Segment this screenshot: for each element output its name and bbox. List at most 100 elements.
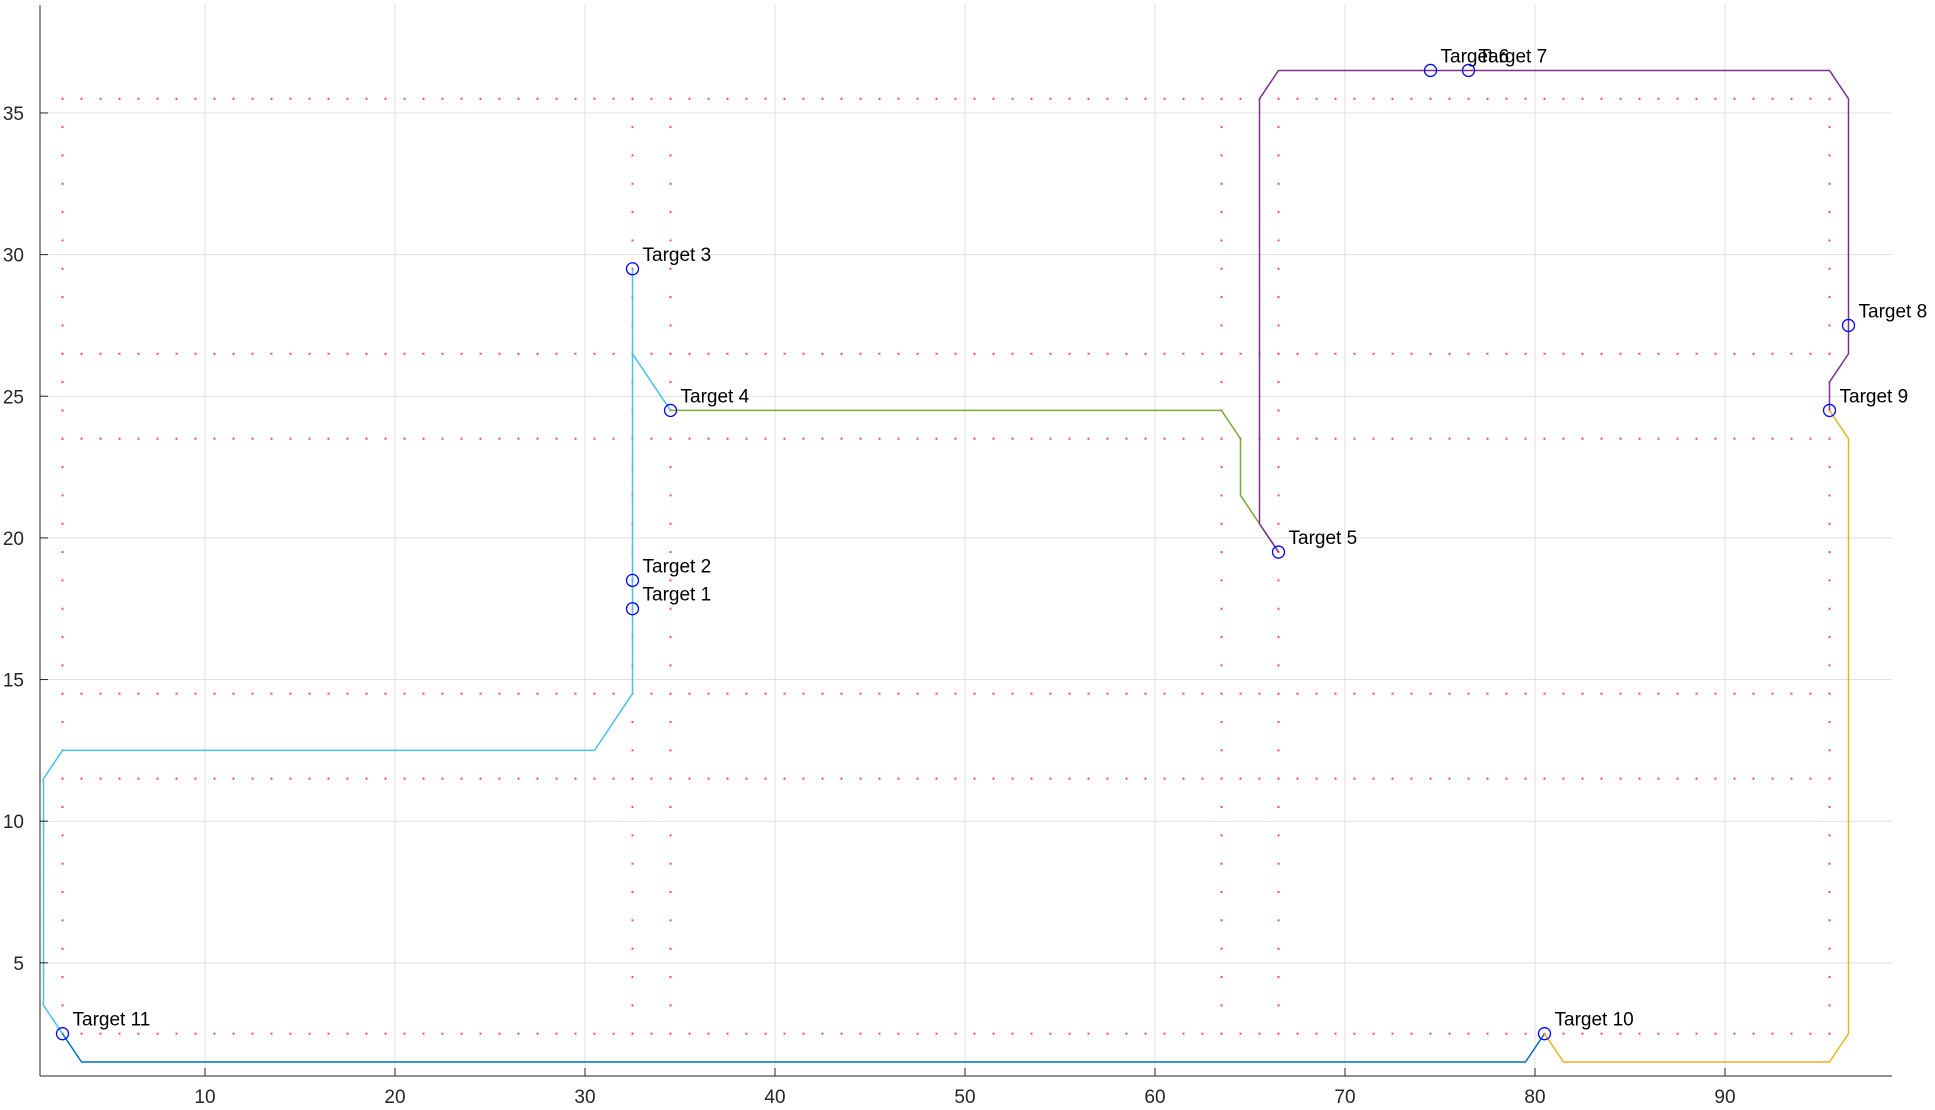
- waypoint-dot: [1657, 692, 1660, 695]
- waypoint-dot: [1429, 777, 1432, 780]
- waypoint-dot: [1657, 437, 1660, 440]
- waypoint-dot: [156, 692, 159, 695]
- waypoint-dot: [1828, 1004, 1831, 1007]
- waypoint-dot: [574, 1032, 577, 1035]
- waypoint-dot: [669, 494, 672, 497]
- waypoint-dot: [1828, 296, 1831, 299]
- waypoint-dot: [1790, 1032, 1793, 1035]
- waypoint-dot: [1220, 834, 1223, 837]
- waypoint-dot: [1220, 891, 1223, 894]
- waypoint-dot: [1372, 777, 1375, 780]
- axes: [39, 5, 1892, 1077]
- waypoint-dot: [61, 806, 64, 809]
- waypoint-dot: [631, 976, 634, 979]
- waypoint-dot: [897, 437, 900, 440]
- waypoint-dot: [973, 1032, 976, 1035]
- waypoint-dot: [194, 97, 197, 100]
- waypoint-dot: [1600, 777, 1603, 780]
- waypoint-dot: [1220, 352, 1223, 355]
- y-tick-label: 10: [3, 812, 24, 833]
- waypoint-dot: [1201, 777, 1204, 780]
- waypoint-dot: [897, 777, 900, 780]
- waypoint-dot: [1011, 437, 1014, 440]
- waypoint-dot: [479, 97, 482, 100]
- waypoint-dot: [1505, 352, 1508, 355]
- waypoint-dot: [536, 437, 539, 440]
- waypoint-dot: [859, 777, 862, 780]
- waypoint-dot: [1505, 777, 1508, 780]
- waypoint-dot: [631, 777, 634, 780]
- waypoint-dot: [764, 437, 767, 440]
- waypoint-dot: [384, 1032, 387, 1035]
- target-label: Target 4: [681, 386, 750, 407]
- waypoint-dot: [1638, 692, 1641, 695]
- waypoint-dot: [840, 437, 843, 440]
- waypoint-dot: [1220, 862, 1223, 865]
- waypoint-dot: [1220, 239, 1223, 242]
- waypoint-dot: [61, 154, 64, 157]
- waypoint-dot: [555, 692, 558, 695]
- waypoint-dot: [1714, 1032, 1717, 1035]
- waypoint-dot: [1657, 352, 1660, 355]
- x-tick-label: 10: [194, 1087, 215, 1108]
- waypoint-dot: [327, 692, 330, 695]
- waypoint-dot: [1220, 806, 1223, 809]
- waypoint-dot: [1828, 97, 1831, 100]
- waypoint-dot: [1543, 352, 1546, 355]
- waypoint-dot: [1220, 919, 1223, 922]
- waypoint-dot: [1752, 1032, 1755, 1035]
- waypoint-dot: [213, 97, 216, 100]
- waypoint-dot: [1391, 777, 1394, 780]
- waypoint-dot: [631, 97, 634, 100]
- waypoint-dot: [612, 352, 615, 355]
- waypoint-dot: [270, 777, 273, 780]
- target-markers: Target 1 Target 2 Target 3 Target 4 Target 5…: [55, 46, 1927, 1041]
- waypoint-dot: [1828, 1032, 1831, 1035]
- waypoint-dot: [80, 777, 83, 780]
- waypoint-dot: [821, 1032, 824, 1035]
- waypoint-dot: [726, 352, 729, 355]
- y-tick-label: 30: [3, 246, 24, 267]
- waypoint-dot: [1163, 352, 1166, 355]
- waypoint-dot: [251, 352, 254, 355]
- waypoint-dot: [1277, 97, 1280, 100]
- waypoint-dot: [1448, 777, 1451, 780]
- waypoint-dot: [612, 692, 615, 695]
- waypoint-dot: [80, 437, 83, 440]
- waypoint-dot: [1524, 437, 1527, 440]
- waypoint-dot: [1049, 1032, 1052, 1035]
- waypoint-dot: [593, 777, 596, 780]
- waypoint-dot: [783, 1032, 786, 1035]
- waypoint-dot: [1277, 777, 1280, 780]
- waypoint-dot: [707, 437, 710, 440]
- waypoint-dot: [1220, 1032, 1223, 1035]
- waypoint-dot: [1106, 437, 1109, 440]
- waypoint-dot: [1258, 777, 1261, 780]
- waypoint-dot: [1676, 97, 1679, 100]
- waypoint-dot: [1828, 976, 1831, 979]
- waypoint-dot: [308, 352, 311, 355]
- waypoint-dot: [498, 352, 501, 355]
- waypoint-dot: [1562, 97, 1565, 100]
- waypoint-dot: [1467, 1032, 1470, 1035]
- waypoint-dot: [1277, 352, 1280, 355]
- waypoint-dot: [669, 267, 672, 270]
- waypoint-dot: [764, 1032, 767, 1035]
- waypoint-dot: [1125, 1032, 1128, 1035]
- waypoint-dot: [251, 97, 254, 100]
- waypoint-dot: [194, 352, 197, 355]
- waypoint-dot: [1562, 437, 1565, 440]
- waypoint-dot: [726, 692, 729, 695]
- waypoint-dot: [1277, 296, 1280, 299]
- waypoint-dot: [650, 692, 653, 695]
- waypoint-dot: [1277, 494, 1280, 497]
- waypoint-dot: [1828, 777, 1831, 780]
- waypoint-dot: [1220, 721, 1223, 724]
- waypoint-dot: [783, 777, 786, 780]
- waypoint-dot: [631, 211, 634, 214]
- waypoint-dot: [688, 1032, 691, 1035]
- waypoint-dot: [270, 437, 273, 440]
- waypoint-dot: [1239, 1032, 1242, 1035]
- waypoint-dot: [669, 664, 672, 667]
- waypoint-dot: [251, 437, 254, 440]
